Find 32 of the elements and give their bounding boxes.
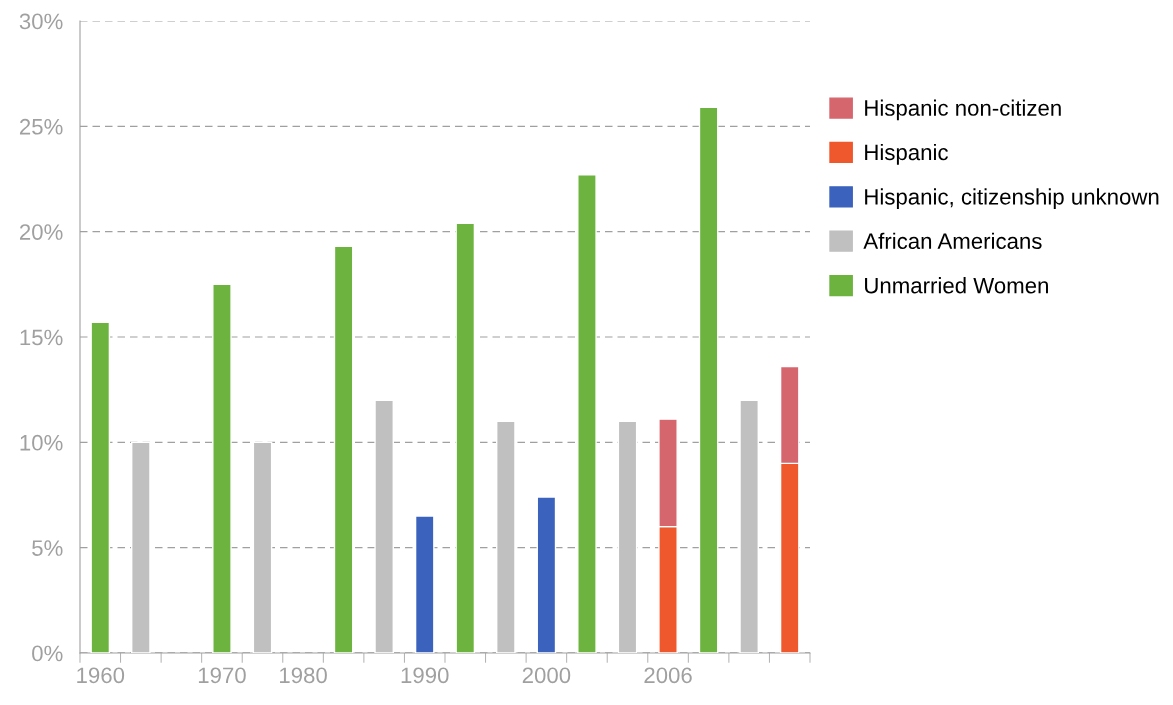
legend-label: Hispanic non-citizen: [865, 99, 1061, 121]
bar: [212, 283, 232, 653]
bar: [698, 106, 719, 653]
bar: [739, 399, 759, 653]
bar: [577, 174, 597, 653]
bar: [617, 420, 638, 653]
y-tick-label: 5%: [32, 540, 63, 556]
bar: [90, 321, 111, 653]
bar: [455, 222, 476, 653]
bar: [131, 441, 151, 653]
legend-label: African Americans: [863, 232, 1042, 250]
bar: [496, 420, 516, 653]
bar: [252, 441, 273, 653]
bar: [374, 399, 394, 653]
bar: [414, 515, 435, 653]
x-tick-label: 1960: [77, 667, 125, 684]
x-tick-label: 1990: [401, 667, 449, 684]
y-tick-label: 0%: [32, 645, 63, 662]
legend-label: Hispanic, citizenship unknown: [865, 188, 1159, 210]
y-tick-label: 15%: [20, 329, 63, 346]
x-tick-label: 1970: [198, 667, 246, 684]
x-tick-label: 2000: [522, 667, 571, 684]
legend-label: Unmarried Women: [865, 277, 1048, 294]
y-tick-label: 20%: [19, 224, 63, 240]
legend-label: Hispanic: [865, 143, 948, 165]
bar: [536, 496, 557, 653]
x-tick-label: 2006: [644, 667, 692, 684]
y-tick-label: 25%: [19, 118, 63, 135]
x-tick-label: 1980: [280, 667, 327, 684]
bar: [333, 245, 354, 653]
y-tick-label: 10%: [20, 434, 63, 451]
y-tick-label: 30%: [19, 13, 63, 30]
